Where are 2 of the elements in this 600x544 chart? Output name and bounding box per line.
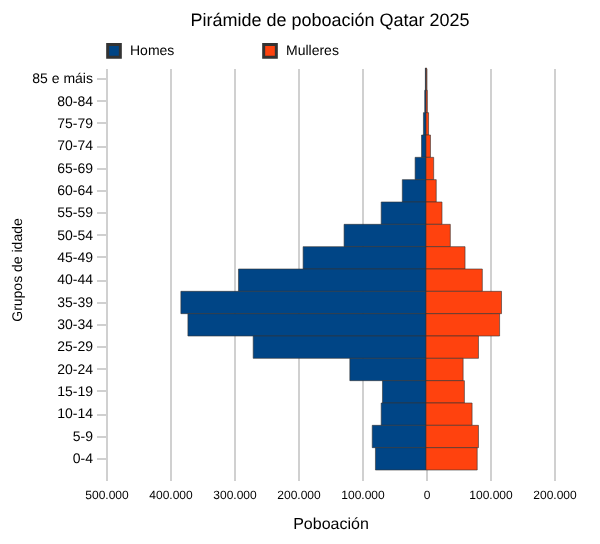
x-axis-title: Poboación bbox=[293, 515, 369, 533]
chart-title: Pirámide de poboación Qatar 2025 bbox=[190, 10, 470, 30]
